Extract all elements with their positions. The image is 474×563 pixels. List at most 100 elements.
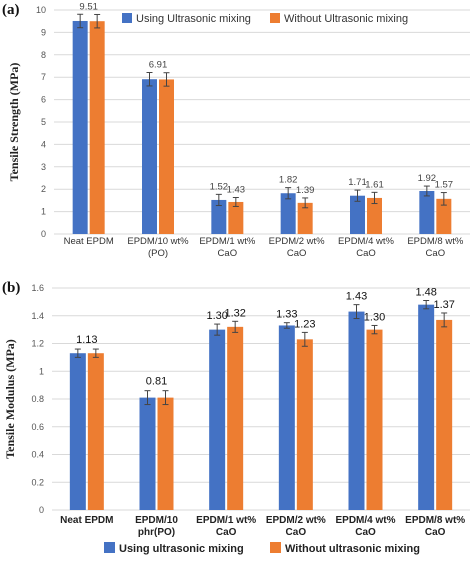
x-tick-label: EPDM/1 wt% xyxy=(196,515,256,526)
x-tick-label: CaO xyxy=(426,248,446,259)
bar-ultrasonic xyxy=(350,195,365,234)
legend-label: Using ultrasonic mixing xyxy=(119,543,244,555)
y-tick-label: 0 xyxy=(41,229,46,239)
legend-label: Using Ultrasonic mixing xyxy=(136,13,251,25)
legend-swatch xyxy=(104,542,115,553)
y-tick-label: 1 xyxy=(39,366,44,376)
data-label: 1.92 xyxy=(418,173,437,184)
data-label: 1.82 xyxy=(279,175,298,186)
bar-ultrasonic xyxy=(69,353,86,510)
y-tick-label: 1.2 xyxy=(31,339,44,349)
bar-ultrasonic xyxy=(419,190,435,234)
y-tick-label: 0.6 xyxy=(31,422,44,432)
y-tick-label: 6 xyxy=(41,95,46,105)
x-tick-label: EPDM/1 wt% xyxy=(199,236,256,247)
bar-ultrasonic xyxy=(280,193,296,234)
y-tick-label: 0.8 xyxy=(31,394,44,404)
x-tick-label: CaO xyxy=(287,248,307,259)
bar-ultrasonic xyxy=(418,304,435,510)
bar-no-ultrasonic xyxy=(87,353,104,510)
x-tick-label: EPDM/8 wt% xyxy=(405,515,465,526)
data-label: 9.51 xyxy=(79,1,98,12)
legend-label: Without Ultrasonic mixing xyxy=(284,13,408,25)
data-label: 1.32 xyxy=(224,307,245,319)
panel-a-tensile-strength: (a) Tensile Strength (MPa) 0 1 2 3 4 5 6 7 8 9 10 9.5… xyxy=(2,1,470,259)
data-label: 0.81 xyxy=(146,376,167,388)
y-tick-label: 0.4 xyxy=(31,450,44,460)
panel-label: (b) xyxy=(2,280,20,296)
data-label: 1.37 xyxy=(433,299,454,311)
y-tick-label: 0.2 xyxy=(31,477,44,487)
bar-no-ultrasonic xyxy=(297,202,313,234)
x-tick-label: phr(PO) xyxy=(138,527,175,538)
bar-ultrasonic xyxy=(209,329,226,510)
legend-swatch xyxy=(270,13,280,23)
data-label: 1.61 xyxy=(365,179,384,190)
x-tick-label: EPDM/8 wt% xyxy=(407,236,464,247)
data-label: 1.39 xyxy=(296,185,315,196)
x-tick-label: CaO xyxy=(356,248,376,259)
legend-swatch xyxy=(270,542,281,553)
bar-no-ultrasonic xyxy=(436,198,452,234)
y-tick-label: 5 xyxy=(41,117,46,127)
bar-no-ultrasonic xyxy=(366,329,383,510)
bar-ultrasonic xyxy=(211,199,227,234)
y-tick-label: 10 xyxy=(36,5,46,15)
data-label: 1.48 xyxy=(415,286,436,298)
data-label: 1.57 xyxy=(435,180,454,191)
x-tick-label: EPDM/2 wt% xyxy=(266,515,326,526)
y-axis-title: Tensile Strength (MPa) xyxy=(7,63,21,182)
bar-ultrasonic xyxy=(142,79,157,234)
y-tick-label: 4 xyxy=(41,139,46,149)
x-tick-label: Neat EPDM xyxy=(64,236,114,247)
bar-ultrasonic xyxy=(139,397,156,510)
bar-ultrasonic xyxy=(278,325,295,510)
data-label: 1.52 xyxy=(210,181,229,192)
x-tick-label: CaO xyxy=(218,248,238,259)
x-tick-label: EPDM/4 wt% xyxy=(338,236,395,247)
bar-no-ultrasonic xyxy=(157,397,174,510)
y-tick-label: 3 xyxy=(41,162,46,172)
legend-swatch xyxy=(122,13,132,23)
data-label: 1.30 xyxy=(364,311,385,323)
data-label: 1.71 xyxy=(348,177,367,188)
y-tick-label: 7 xyxy=(41,72,46,82)
bar-no-ultrasonic xyxy=(296,339,313,510)
y-tick-label: 1.4 xyxy=(31,311,44,321)
x-tick-label: CaO xyxy=(355,527,376,538)
bar-no-ultrasonic xyxy=(89,21,105,235)
data-label: 1.23 xyxy=(294,318,315,330)
bar-ultrasonic xyxy=(72,20,88,235)
panel-b-tensile-modulus: (b)Tensile Modulus (MPa)00.20.40.60.811.… xyxy=(2,280,470,555)
x-tick-label: EPDM/4 wt% xyxy=(335,515,395,526)
x-tick-label: EPDM/10 xyxy=(135,515,178,526)
x-tick-label: EPDM/10 wt% xyxy=(127,236,189,247)
x-tick-label: CaO xyxy=(286,527,307,538)
x-tick-label: Neat EPDM xyxy=(60,515,113,526)
bar-no-ultrasonic xyxy=(436,319,453,510)
data-label: 1.30 xyxy=(206,310,227,322)
data-label: 6.91 xyxy=(149,59,168,70)
bar-no-ultrasonic xyxy=(227,326,244,510)
bar-no-ultrasonic xyxy=(228,201,244,234)
y-axis-title: Tensile Modulus (MPa) xyxy=(3,339,17,459)
y-tick-label: 1.6 xyxy=(31,283,44,293)
x-tick-label: CaO xyxy=(216,527,237,538)
x-tick-label: CaO xyxy=(425,527,446,538)
x-tick-label: (PO) xyxy=(148,248,168,259)
data-label: 1.33 xyxy=(276,309,297,321)
y-tick-label: 9 xyxy=(41,27,46,37)
y-tick-label: 2 xyxy=(41,184,46,194)
data-label: 1.43 xyxy=(227,184,246,195)
y-tick-label: 8 xyxy=(41,50,46,60)
legend-label: Without ultrasonic mixing xyxy=(285,543,420,555)
y-tick-label: 1 xyxy=(41,207,46,217)
data-label: 1.43 xyxy=(346,291,367,303)
data-label: 1.13 xyxy=(76,334,97,346)
panel-label: (a) xyxy=(2,2,20,18)
y-tick-label: 0 xyxy=(39,505,44,515)
bar-no-ultrasonic xyxy=(159,79,174,234)
x-tick-label: EPDM/2 wt% xyxy=(269,236,326,247)
bar-ultrasonic xyxy=(348,311,365,510)
